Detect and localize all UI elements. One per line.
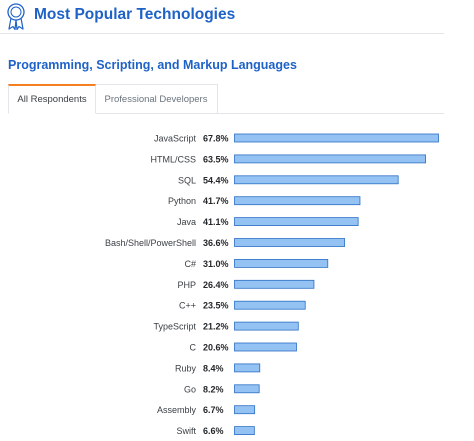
bar[interactable] <box>234 363 261 373</box>
category-label: Ruby <box>175 363 197 373</box>
bar[interactable] <box>234 196 361 206</box>
bar[interactable] <box>234 154 426 164</box>
value-label: 20.6% <box>203 343 229 353</box>
bar[interactable] <box>234 405 256 415</box>
category-label: Swift <box>176 426 196 436</box>
value-label: 54.4% <box>203 175 229 185</box>
bar[interactable] <box>234 217 359 226</box>
value-label: 41.1% <box>203 217 229 227</box>
tab-all-respondents[interactable]: All Respondents <box>8 84 96 114</box>
tab-professional-developers[interactable]: Professional Developers <box>95 84 218 114</box>
bar[interactable] <box>234 384 260 394</box>
value-label: 63.5% <box>203 154 229 164</box>
respondent-tabs: All Respondents Professional Developers <box>8 84 444 114</box>
category-label: C# <box>184 259 196 269</box>
tabs-divider <box>8 113 444 114</box>
value-label: 26.4% <box>203 280 229 290</box>
award-ribbon-icon <box>6 2 26 31</box>
category-label: Bash/Shell/PowerShell <box>105 238 196 248</box>
category-label: Java <box>177 217 196 227</box>
value-label: 8.2% <box>203 384 224 394</box>
category-label: Go <box>184 384 196 394</box>
bar[interactable] <box>234 300 306 310</box>
bar[interactable] <box>234 258 329 268</box>
header-divider <box>0 33 444 34</box>
category-label: SQL <box>178 175 196 185</box>
value-label: 67.8% <box>203 134 229 144</box>
bar[interactable] <box>234 279 315 289</box>
header: Most Popular Technologies <box>0 0 474 34</box>
category-label: Python <box>168 196 196 206</box>
value-label: 21.2% <box>203 322 229 332</box>
section-title: Programming, Scripting, and Markup Langu… <box>8 58 297 72</box>
bar[interactable] <box>234 238 346 247</box>
value-label: 41.7% <box>203 196 229 206</box>
category-label: PHP <box>177 280 196 290</box>
chart-svg: JavaScript 67.8% HTML/CSS 63.5% SQL 54.4% Pyth… <box>105 133 439 436</box>
bar[interactable] <box>234 321 299 331</box>
value-label: 36.6% <box>203 238 229 248</box>
value-label: 23.5% <box>203 301 229 311</box>
page-title: Most Popular Technologies <box>34 6 236 23</box>
category-label: JavaScript <box>154 134 197 144</box>
bar[interactable] <box>234 342 297 352</box>
value-label: 31.0% <box>203 259 229 269</box>
value-label: 6.7% <box>203 405 224 415</box>
value-label: 6.6% <box>203 426 224 436</box>
category-label: TypeScript <box>153 322 196 332</box>
bar[interactable] <box>234 426 255 436</box>
category-label: HTML/CSS <box>150 154 196 164</box>
value-label: 8.4% <box>203 363 224 373</box>
bar[interactable] <box>234 175 399 185</box>
category-label: C <box>190 343 197 353</box>
category-label: C++ <box>179 301 196 311</box>
languages-bar-chart: JavaScript 67.8% HTML/CSS 63.5% SQL 54.4% Pyth… <box>0 126 474 441</box>
bar[interactable] <box>234 133 439 143</box>
category-label: Assembly <box>157 405 197 415</box>
